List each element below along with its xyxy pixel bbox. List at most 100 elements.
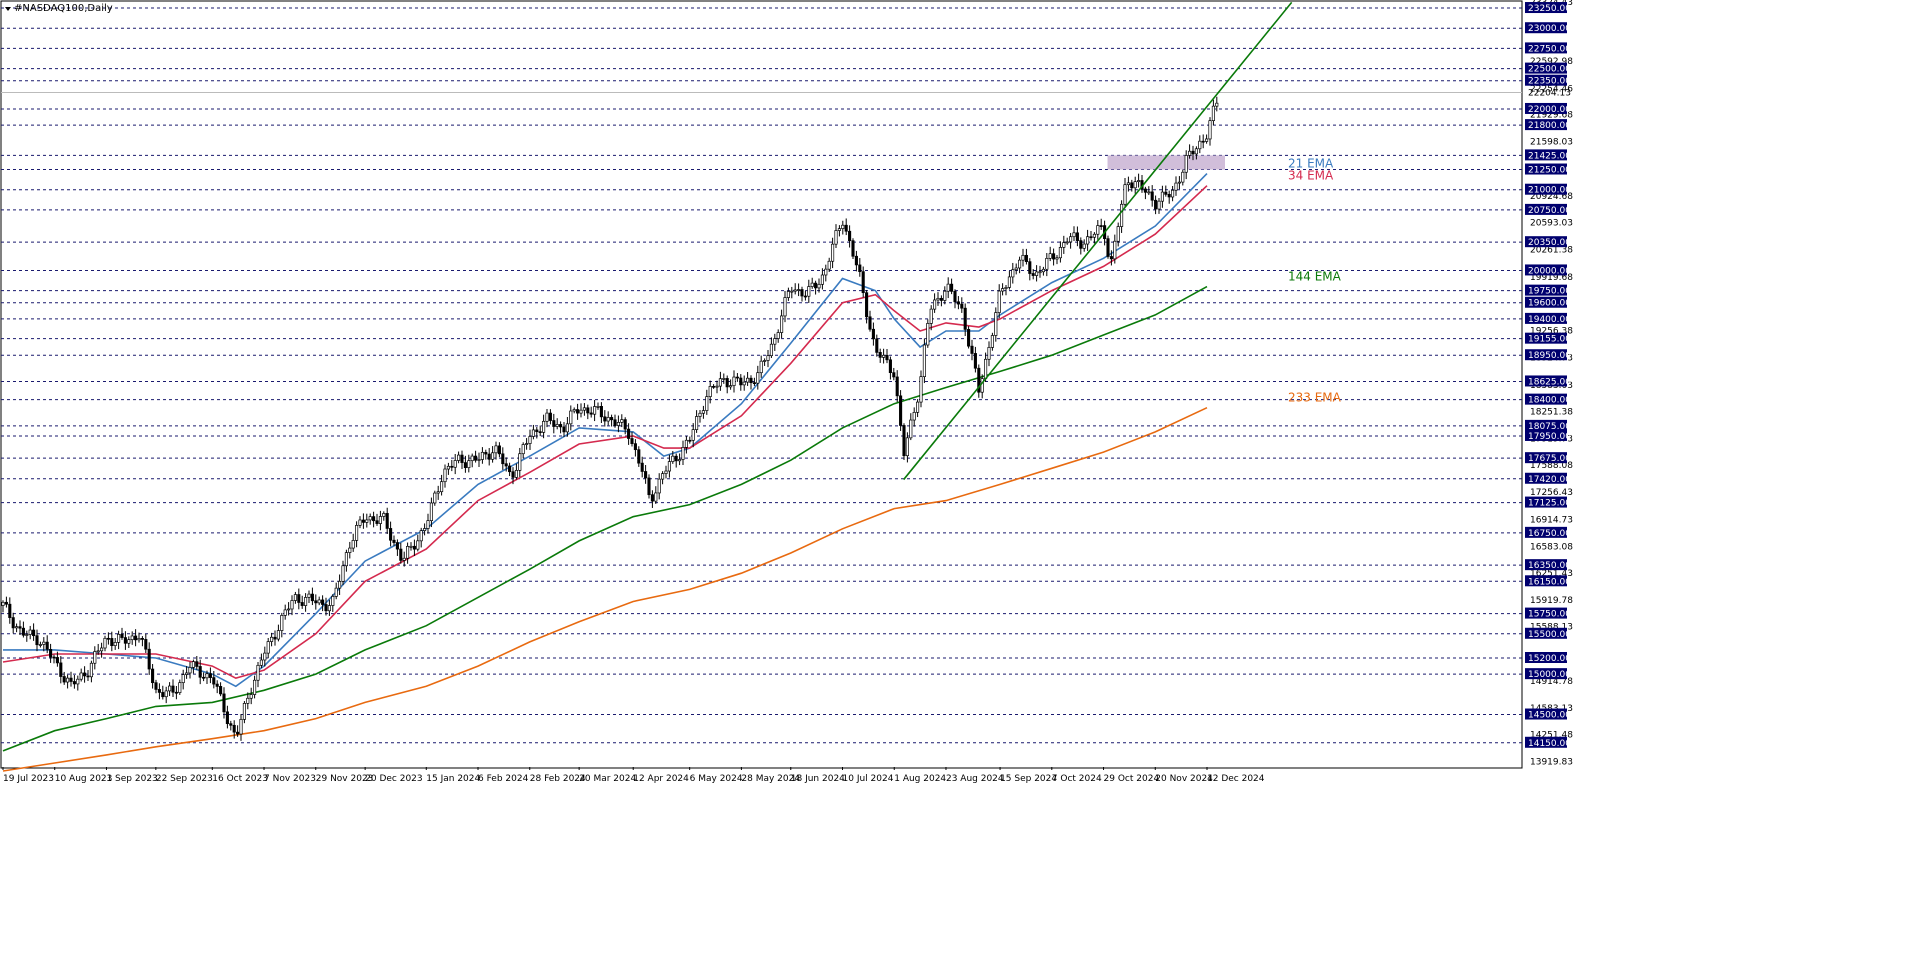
candle-body xyxy=(684,439,688,448)
level-label: 23250.00 xyxy=(1528,4,1571,14)
candle-body xyxy=(616,422,620,426)
candle-body xyxy=(1058,247,1062,259)
level-label: 15000.00 xyxy=(1528,670,1571,680)
candle-body xyxy=(453,460,457,468)
candle-body xyxy=(103,637,107,649)
34-ema-label: 34 EMA xyxy=(1288,169,1334,183)
candle-body xyxy=(1201,140,1205,143)
candle-body xyxy=(467,460,471,468)
candle-body xyxy=(950,283,954,292)
candle-body xyxy=(1120,203,1124,227)
candle-body xyxy=(484,451,488,455)
candle-body xyxy=(963,307,967,330)
candle-body xyxy=(372,516,376,522)
candle-body xyxy=(69,677,73,682)
candle-body xyxy=(283,609,287,616)
y-tick-label: 20261.38 xyxy=(1530,245,1573,255)
candle-body xyxy=(820,274,824,285)
candle-body xyxy=(572,409,576,412)
y-tick-label: 21929.68 xyxy=(1530,111,1573,121)
candle-body xyxy=(429,502,433,521)
candle-body xyxy=(640,462,644,472)
candle-body xyxy=(1,601,5,606)
candle-body xyxy=(627,428,631,439)
candle-body xyxy=(45,641,49,650)
candle-body xyxy=(538,431,542,434)
233-ema-line xyxy=(2,406,1208,772)
candle-body xyxy=(123,637,127,644)
candle-body xyxy=(912,411,916,421)
candle-body xyxy=(528,436,532,444)
candle-body xyxy=(841,224,845,229)
candle-body xyxy=(15,626,19,629)
candle-body xyxy=(936,297,940,301)
level-label: 18075.00 xyxy=(1528,422,1571,432)
candle-body xyxy=(1174,182,1178,191)
candle-body xyxy=(664,470,668,474)
candle-body xyxy=(287,608,291,611)
candle-body xyxy=(865,292,869,318)
candle-body xyxy=(419,530,423,542)
candle-body xyxy=(525,443,529,445)
level-label-box xyxy=(1525,312,1567,324)
candle-body xyxy=(266,641,270,654)
candle-body xyxy=(1099,225,1103,227)
candle-body xyxy=(545,412,549,422)
level-label: 15200.00 xyxy=(1528,654,1571,664)
chart-title: #NASDAQ100,Daily xyxy=(14,3,113,14)
x-tick-label: 28 Feb 2024 xyxy=(530,774,586,784)
candle-body xyxy=(902,425,906,457)
candle-body xyxy=(851,240,855,257)
level-label-box xyxy=(1525,42,1567,54)
level-label: 22350.00 xyxy=(1528,77,1571,87)
x-tick-label: 20 Dec 2023 xyxy=(365,774,423,784)
candle-body xyxy=(742,381,746,386)
candle-body xyxy=(1208,120,1212,140)
level-label: 23000.00 xyxy=(1528,24,1571,34)
21-ema-line xyxy=(3,173,1208,688)
triangle-down-icon[interactable] xyxy=(5,7,11,11)
candle-body xyxy=(1198,140,1202,150)
candle-body xyxy=(1048,253,1052,259)
candle-body xyxy=(654,492,658,502)
x-tick-label: 1 Sep 2023 xyxy=(106,774,157,784)
candle-body xyxy=(89,662,93,678)
candle-body xyxy=(1024,254,1028,262)
candle-body xyxy=(93,651,97,664)
candle-body xyxy=(674,455,678,462)
candle-body xyxy=(790,290,794,293)
candle-body xyxy=(548,412,552,421)
candle-body xyxy=(395,542,399,550)
level-label-box xyxy=(1525,163,1567,175)
candle-body xyxy=(599,406,603,418)
candle-body xyxy=(157,689,161,693)
x-tick-label: 6 May 2024 xyxy=(690,774,743,784)
candle-body xyxy=(385,513,389,529)
candle-body xyxy=(1123,184,1127,205)
y-tick-label: 15588.13 xyxy=(1530,623,1573,633)
candle-body xyxy=(8,603,12,618)
candle-body xyxy=(443,468,447,483)
candle-body xyxy=(769,343,773,357)
candle-body xyxy=(1045,257,1049,270)
candle-body xyxy=(650,494,654,502)
candle-body xyxy=(773,338,777,345)
candle-body xyxy=(810,282,814,287)
candle-body xyxy=(222,693,226,713)
candle-body xyxy=(521,444,525,455)
candle-body xyxy=(423,528,427,531)
candle-body xyxy=(35,635,39,646)
candle-body xyxy=(113,641,117,646)
candle-body xyxy=(831,243,835,262)
candle-body xyxy=(712,385,716,388)
candle-body xyxy=(916,401,920,413)
candle-body xyxy=(263,652,267,661)
candle-body xyxy=(79,672,83,680)
level-label-box xyxy=(1525,652,1567,663)
candle-body xyxy=(827,260,831,270)
candle-body xyxy=(344,552,348,567)
candle-body xyxy=(718,378,722,387)
level-label: 19600.00 xyxy=(1528,299,1571,309)
candle-body xyxy=(460,454,464,463)
